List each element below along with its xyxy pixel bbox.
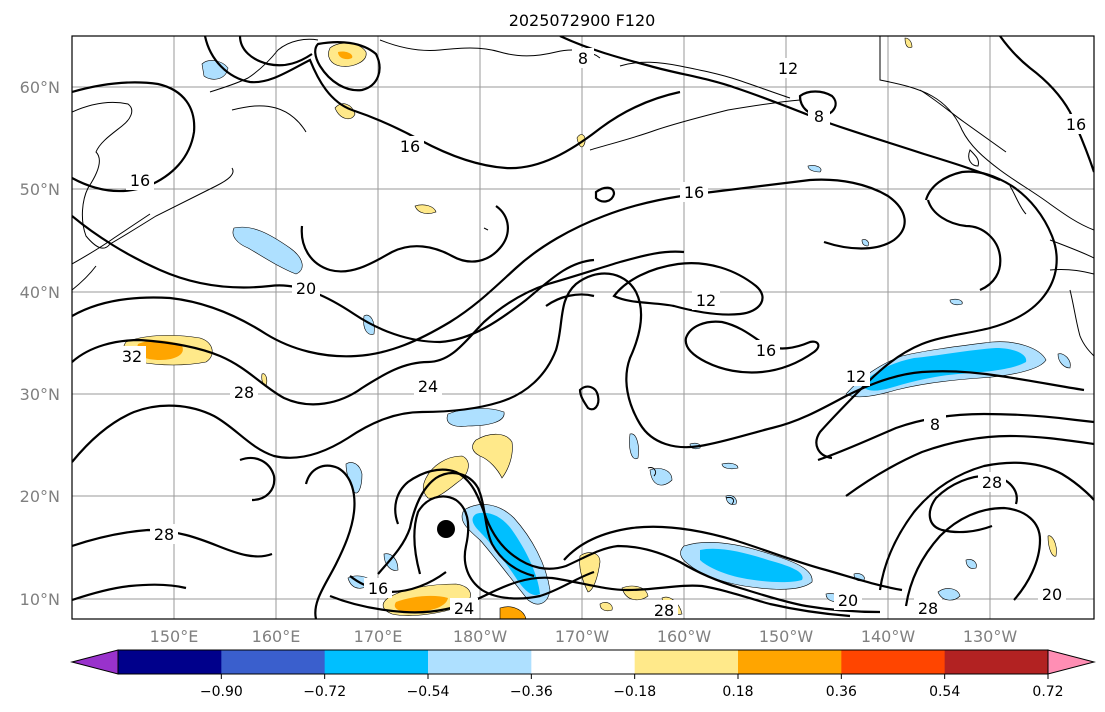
contour-label: 28 (154, 525, 174, 544)
contour-label: 20 (838, 591, 858, 610)
lat-label: 50°N (20, 180, 60, 199)
contour-label: 16 (130, 171, 150, 190)
contour-label: 28 (982, 473, 1002, 492)
lat-label: 60°N (20, 78, 60, 97)
contour-label: 24 (454, 599, 474, 618)
lon-label: 150°E (150, 627, 199, 646)
colorbar-tick-label: 0.72 (1032, 684, 1063, 700)
lat-label: 20°N (20, 487, 60, 506)
lat-label: 30°N (20, 385, 60, 404)
colorbar-swatch (324, 650, 429, 674)
lon-label: 170°W (555, 627, 610, 646)
lat-label: 10°N (20, 590, 60, 609)
contour-label: 16 (756, 341, 776, 360)
longitude-labels: 150°E 160°E 170°E 180°W 170°W 160°W 150°… (150, 627, 1018, 646)
storm-center-marker (437, 520, 455, 538)
colorbar-swatch (428, 650, 532, 674)
contour-label-group: 8 12 8 16 16 16 16 20 12 16 32 28 24 (118, 48, 1090, 620)
map-frame (71, 35, 1095, 620)
contour-lines (72, 36, 1094, 619)
shaded-field (123, 37, 1071, 619)
colorbar-swatch (841, 650, 946, 674)
colorbar-extend-max (1047, 649, 1096, 675)
contour-label: 24 (418, 377, 438, 396)
lon-label: 130°W (963, 627, 1018, 646)
contour-label: 8 (578, 49, 588, 68)
contour-label: 28 (654, 601, 674, 620)
colorbar-segments (118, 650, 1049, 674)
graticule (72, 36, 1094, 619)
colorbar: −0.90 −0.72 −0.54 −0.36 −0.18 0.18 0.36 0.54 0.7… (70, 649, 1096, 700)
colorbar-tick-label: −0.72 (303, 684, 346, 700)
contour-label: 12 (696, 291, 716, 310)
lat-label: 40°N (20, 283, 60, 302)
colorbar-tick-label: −0.36 (510, 684, 553, 700)
colorbar-ticks: −0.90 −0.72 −0.54 −0.36 −0.18 0.18 0.36 0.54 0.7… (200, 674, 1064, 700)
colorbar-tick-label: 0.36 (826, 684, 857, 700)
contour-label: 12 (846, 367, 866, 386)
colorbar-swatch (738, 650, 842, 674)
coastlines (72, 36, 1094, 505)
contour-label: 16 (684, 183, 704, 202)
contour-label: 20 (296, 279, 316, 298)
colorbar-tick-label: −0.90 (200, 684, 243, 700)
colorbar-swatch (634, 650, 739, 674)
lon-label: 170°E (354, 627, 403, 646)
lon-label: 160°W (657, 627, 712, 646)
lon-label: 160°E (252, 627, 301, 646)
lon-label: 180°W (453, 627, 508, 646)
contour-label: 16 (400, 137, 420, 156)
colorbar-outline (117, 649, 1049, 675)
colorbar-tick-label: 0.18 (722, 684, 753, 700)
map-content: 8 12 8 16 16 16 16 20 12 16 32 28 24 (72, 36, 1094, 620)
lon-label: 150°W (759, 627, 814, 646)
contour-label: 28 (918, 599, 938, 618)
colorbar-extend-min (70, 649, 119, 675)
colorbar-tick-label: −0.18 (613, 684, 656, 700)
lon-label: 140°W (861, 627, 916, 646)
colorbar-swatch (531, 650, 636, 674)
colorbar-tick-label: −0.54 (407, 684, 450, 700)
contour-label: 8 (814, 107, 824, 126)
contour-label: 12 (778, 59, 798, 78)
contour-label: 16 (1066, 115, 1086, 134)
colorbar-swatch (221, 650, 326, 674)
colorbar-swatch (118, 650, 222, 674)
contour-label: 20 (1042, 585, 1062, 604)
contour-label: 28 (234, 383, 254, 402)
map-title: 2025072900 F120 (509, 11, 656, 30)
contour-label: 8 (930, 415, 940, 434)
contour-label: 32 (122, 347, 142, 366)
latitude-labels: 60°N 50°N 40°N 30°N 20°N 10°N (20, 78, 60, 609)
contour-label: 16 (368, 579, 388, 598)
map-area (72, 36, 1094, 619)
colorbar-tick-label: 0.54 (929, 684, 960, 700)
colorbar-swatch (944, 650, 1049, 674)
